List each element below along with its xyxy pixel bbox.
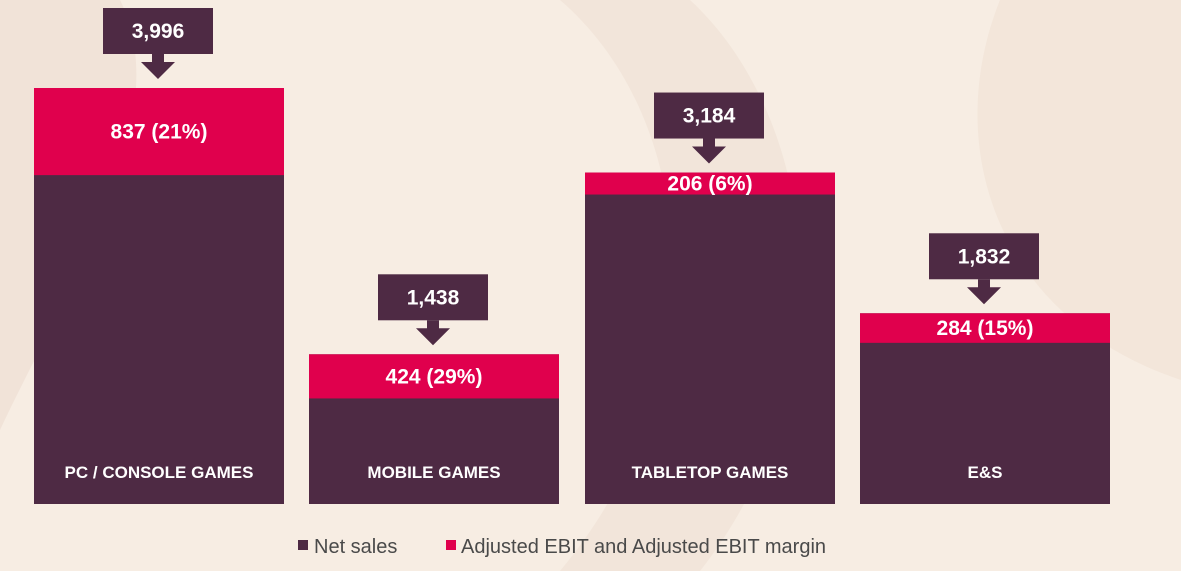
net-sales-value-pc-console-games: 3,996 (132, 20, 185, 43)
legend-swatch-net-sales (298, 540, 308, 550)
legend: Net sales Adjusted EBIT and Adjusted EBI… (298, 536, 826, 558)
category-label-pc-console-games: PC / CONSOLE GAMES (65, 463, 254, 482)
ebit-segment-e-s (860, 313, 1110, 343)
category-label-tabletop-games: TABLETOP GAMES (632, 463, 789, 482)
legend-label-ebit: Adjusted EBIT and Adjusted EBIT margin (461, 536, 826, 558)
ebit-label-tabletop-games: 206 (6%) (667, 173, 752, 196)
ebit-label-mobile-games: 424 (29%) (386, 365, 483, 388)
net-sales-callout-arrow-e-s (967, 279, 1001, 305)
legend-label-net-sales: Net sales (314, 536, 397, 558)
category-label-e-s: E&S (968, 463, 1003, 482)
net-sales-callout-pc-console-games (103, 8, 213, 54)
net-sales-value-mobile-games: 1,438 (407, 286, 460, 309)
net-sales-value-tabletop-games: 3,184 (683, 105, 736, 128)
net-sales-callout-mobile-games (378, 274, 488, 321)
net-sales-value-e-s: 1,832 (958, 245, 1011, 268)
legend-swatch-ebit (446, 540, 456, 550)
bars-group: 837 (21%) PC / CONSOLE GAMES 3,996 424 (29%… (34, 8, 1110, 504)
ebit-segment-tabletop-games (585, 172, 835, 195)
net-sales-callout-arrow-pc-console-games (141, 54, 175, 79)
category-label-mobile-games: MOBILE GAMES (367, 463, 500, 482)
net-sales-callout-arrow-tabletop-games (692, 138, 726, 164)
net-sales-bar-tabletop-games (585, 172, 835, 504)
ebit-label-e-s: 284 (15%) (937, 317, 1034, 340)
net-sales-callout-tabletop-games (654, 92, 764, 139)
ebit-segment-mobile-games (309, 354, 559, 399)
net-sales-callout-arrow-mobile-games (416, 320, 450, 346)
ebit-label-pc-console-games: 837 (21%) (111, 121, 208, 144)
net-sales-bar-e-s (860, 313, 1110, 504)
ebit-segment-pc-console-games (34, 88, 284, 176)
net-sales-callout-e-s (929, 233, 1039, 280)
